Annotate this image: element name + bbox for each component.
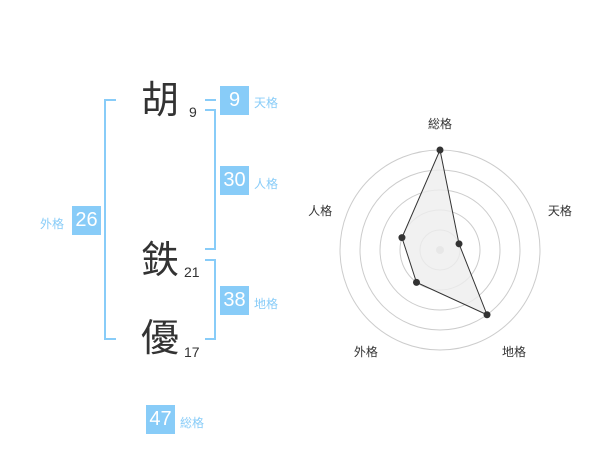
jinkaku-value: 30 — [220, 166, 249, 195]
tenkaku-value: 9 — [220, 86, 249, 115]
stroke-count-3: 17 — [184, 344, 200, 360]
radar-axis-label: 外格 — [354, 344, 378, 359]
radar-axis-label: 天格 — [548, 203, 572, 218]
radar-point — [455, 240, 463, 248]
gaikaku-bracket — [104, 99, 106, 340]
bracket-tick — [104, 338, 116, 340]
gaikaku-value: 26 — [72, 206, 101, 235]
jinkaku-label: 人格 — [254, 177, 279, 191]
radar-point — [412, 278, 420, 286]
radar-area — [401, 148, 488, 316]
name-char-1: 胡 — [140, 78, 179, 122]
bracket-tick — [205, 248, 216, 250]
chikaku-value: 38 — [220, 286, 249, 315]
radar-point — [398, 234, 406, 242]
bracket-tick — [104, 99, 116, 101]
chikaku-bracket — [214, 259, 216, 340]
radar-axis-label: 人格 — [308, 203, 332, 218]
gaikaku-label: 外格 — [40, 217, 65, 231]
bracket-tick — [205, 338, 216, 340]
stroke-count-1: 9 — [189, 104, 197, 120]
jinkaku-bracket — [214, 109, 216, 250]
radar-axis-label: 総格 — [428, 116, 452, 131]
name-char-2: 鉄 — [140, 238, 179, 282]
tenkaku-bracket — [205, 99, 216, 101]
bracket-tick — [205, 259, 216, 261]
soukaku-label: 総格 — [180, 416, 205, 430]
stroke-count-2: 21 — [184, 264, 200, 280]
radar-point — [436, 146, 444, 154]
radar-axis-label: 地格 — [502, 344, 526, 359]
soukaku-value: 47 — [146, 405, 175, 434]
chikaku-label: 地格 — [254, 297, 279, 311]
name-char-3: 優 — [140, 316, 179, 360]
tenkaku-label: 天格 — [254, 96, 279, 110]
radar-point — [483, 311, 491, 319]
bracket-tick — [205, 109, 216, 111]
